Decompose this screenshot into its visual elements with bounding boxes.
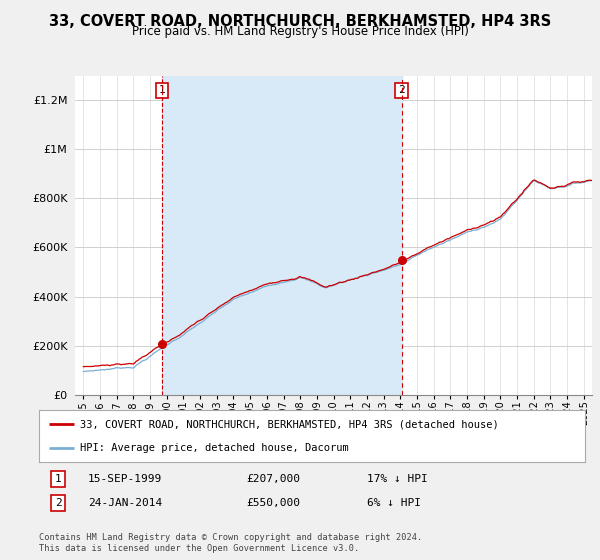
Text: 33, COVERT ROAD, NORTHCHURCH, BERKHAMSTED, HP4 3RS: 33, COVERT ROAD, NORTHCHURCH, BERKHAMSTE… (49, 14, 551, 29)
Text: Contains HM Land Registry data © Crown copyright and database right 2024.
This d: Contains HM Land Registry data © Crown c… (39, 533, 422, 553)
Text: 2: 2 (55, 498, 61, 508)
Text: Price paid vs. HM Land Registry's House Price Index (HPI): Price paid vs. HM Land Registry's House … (131, 25, 469, 38)
Text: £207,000: £207,000 (247, 474, 301, 484)
Text: 17% ↓ HPI: 17% ↓ HPI (367, 474, 427, 484)
Bar (162, 76, 401, 395)
Text: 1: 1 (158, 85, 165, 95)
Text: 33, COVERT ROAD, NORTHCHURCH, BERKHAMSTED, HP4 3RS (detached house): 33, COVERT ROAD, NORTHCHURCH, BERKHAMSTE… (80, 419, 499, 430)
Text: HPI: Average price, detached house, Dacorum: HPI: Average price, detached house, Daco… (80, 442, 349, 452)
Text: 2: 2 (398, 85, 405, 95)
Text: 24-JAN-2014: 24-JAN-2014 (88, 498, 163, 508)
Text: £550,000: £550,000 (247, 498, 301, 508)
Text: 1: 1 (55, 474, 61, 484)
Text: 6% ↓ HPI: 6% ↓ HPI (367, 498, 421, 508)
Text: 15-SEP-1999: 15-SEP-1999 (88, 474, 163, 484)
